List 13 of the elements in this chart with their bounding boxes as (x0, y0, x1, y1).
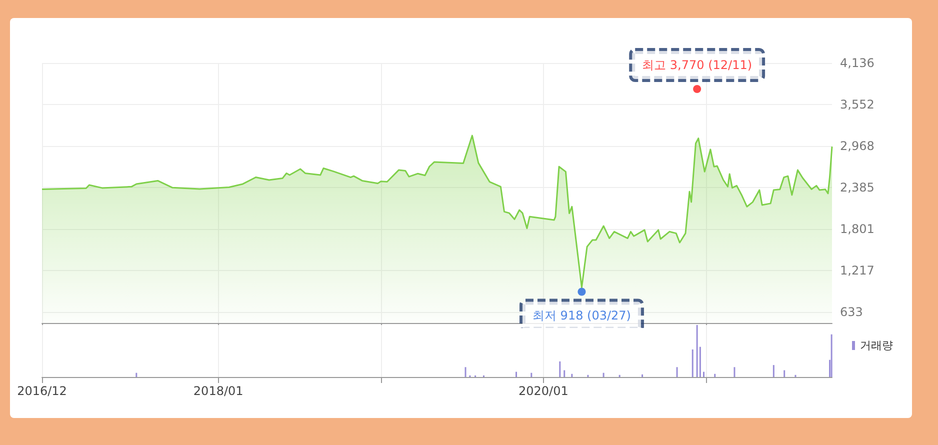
y-tick-label: 2,968 (840, 139, 874, 154)
legend-label: 거래량 (860, 339, 893, 352)
y-tick-label: 2,385 (840, 180, 874, 194)
y-tick-label: 1,217 (840, 263, 874, 278)
y-tick-label: 1,801 (840, 222, 874, 236)
y-tick-label: 3,552 (840, 98, 874, 112)
y-tick-label: 4,136 (840, 56, 874, 70)
x-tick-label: 2018/01 (193, 384, 244, 398)
x-tick-label: 2020/01 (518, 384, 568, 398)
data-label: 최고 3,770 (12/11) (642, 58, 752, 72)
y-tick-label: 633 (840, 304, 863, 319)
data-label: 최저 918 (03/27) (532, 308, 631, 323)
x-tick-label: 2016/12 (17, 384, 67, 398)
